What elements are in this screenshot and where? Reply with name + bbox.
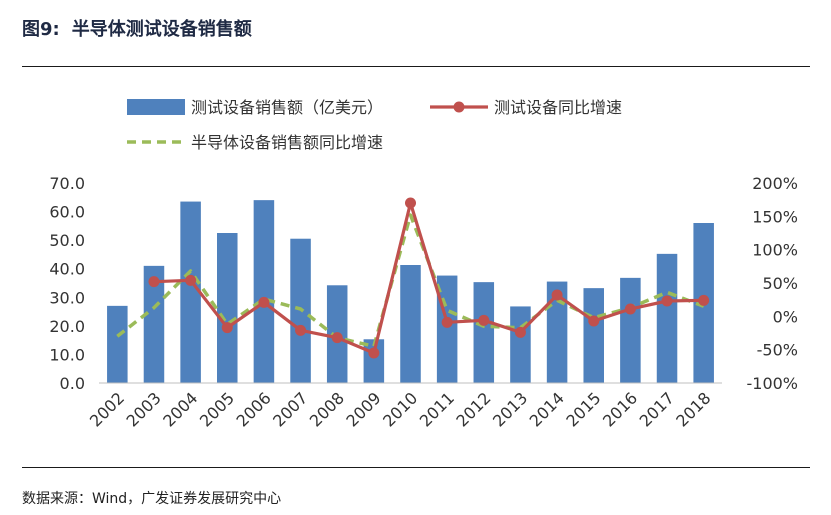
x-tick-label: 2011 <box>416 388 458 430</box>
legend-swatch-bar <box>127 99 185 115</box>
series-marker <box>221 322 233 334</box>
x-tick-label: 2004 <box>159 388 201 430</box>
bar <box>656 253 678 383</box>
dashed-series-line <box>116 213 705 349</box>
y-left-tick-label: 60.0 <box>49 203 85 222</box>
bar <box>546 281 568 383</box>
series-marker <box>368 347 380 359</box>
y-left-tick-label: 50.0 <box>49 231 85 250</box>
legend-label: 半导体设备销售额同比增速 <box>191 133 383 152</box>
x-tick-label: 2012 <box>452 388 494 430</box>
x-tick-label: 2009 <box>342 388 384 430</box>
y-right-tick-label: 200% <box>752 174 798 193</box>
y-axis-left: 0.0 10.0 20.0 30.0 40.0 50.0 60.0 70.0 <box>49 174 85 393</box>
series-marker <box>661 295 673 307</box>
x-axis: 2002200320042005200620072008200920102011… <box>86 388 715 430</box>
x-tick-label: 2016 <box>599 388 641 430</box>
series-marker <box>185 274 197 286</box>
x-tick-label: 2008 <box>306 388 348 430</box>
series-marker <box>514 326 526 338</box>
x-tick-label: 2003 <box>123 388 165 430</box>
bar <box>217 233 238 383</box>
y-right-tick-label: -50% <box>757 341 798 360</box>
bar <box>180 201 201 383</box>
bar <box>143 265 165 383</box>
bottom-rule <box>22 467 810 468</box>
series-marker <box>295 324 307 336</box>
bar <box>107 305 128 383</box>
line-series <box>116 197 710 359</box>
y-left-tick-label: 20.0 <box>49 317 85 336</box>
y-right-tick-label: 100% <box>752 241 798 260</box>
y-axis-right: -100% -50% 0% 50% 100% 150% 200% <box>746 174 798 393</box>
x-tick-label: 2015 <box>562 388 604 430</box>
bar <box>400 265 421 383</box>
y-left-tick-label: 30.0 <box>49 288 85 307</box>
legend-label: 测试设备同比增速 <box>494 98 622 117</box>
x-tick-label: 2014 <box>526 388 568 430</box>
legend-swatch-marker <box>453 101 465 113</box>
bar <box>620 277 641 383</box>
series-marker <box>478 314 490 326</box>
x-tick-label: 2006 <box>233 388 275 430</box>
bar <box>253 200 275 383</box>
bar <box>510 306 531 383</box>
solid-series-line <box>153 201 704 355</box>
figure-number: 图9: <box>22 19 60 40</box>
y-left-tick-label: 0.0 <box>60 374 85 393</box>
y-left-tick-label: 10.0 <box>49 345 85 364</box>
x-tick-label: 2013 <box>489 388 531 430</box>
y-left-tick-label: 40.0 <box>49 260 85 279</box>
y-right-tick-label: 0% <box>773 307 798 326</box>
series-marker <box>148 276 160 288</box>
y-right-tick-label: 150% <box>752 207 798 226</box>
bar <box>473 282 495 383</box>
legend-label: 测试设备销售额（亿美元） <box>191 98 383 117</box>
x-tick-label: 2017 <box>636 388 678 430</box>
figure-title: 图9: 半导体测试设备销售额 <box>22 15 252 41</box>
figure-title-text: 半导体测试设备销售额 <box>71 19 252 40</box>
source-note: 数据来源：Wind，广发证券发展研究中心 <box>22 491 282 507</box>
y-right-tick-label: 50% <box>762 274 798 293</box>
x-tick-label: 2018 <box>672 388 714 430</box>
series-marker <box>441 316 453 328</box>
y-left-tick-label: 70.0 <box>49 174 85 193</box>
series-marker <box>588 315 600 327</box>
y-right-tick-label: -100% <box>746 374 798 393</box>
x-tick-label: 2002 <box>86 388 128 430</box>
x-tick-label: 2005 <box>196 388 238 430</box>
series-marker <box>405 197 416 209</box>
x-tick-label: 2007 <box>269 388 311 430</box>
top-rule <box>22 66 810 67</box>
series-marker <box>551 289 563 301</box>
bar <box>583 288 604 383</box>
series-marker <box>331 332 343 344</box>
series-marker <box>258 296 270 308</box>
x-tick-label: 2010 <box>379 388 421 430</box>
series-marker <box>624 303 636 315</box>
series-marker <box>698 294 710 306</box>
